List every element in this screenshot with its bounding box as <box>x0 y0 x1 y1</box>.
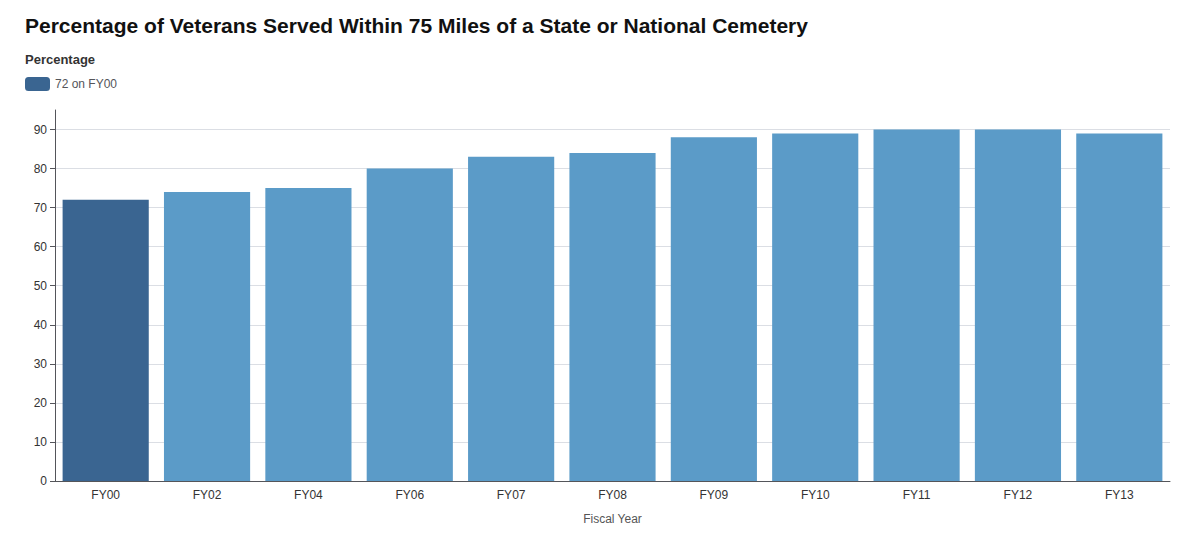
svg-text:FY00: FY00 <box>91 488 120 502</box>
svg-text:30: 30 <box>34 357 48 371</box>
svg-text:50: 50 <box>34 279 48 293</box>
svg-text:FY10: FY10 <box>801 488 830 502</box>
svg-text:60: 60 <box>34 240 48 254</box>
svg-text:Percentage of Veterans Served: Percentage of Veterans Served Within 75 … <box>25 14 808 37</box>
svg-text:20: 20 <box>34 396 48 410</box>
svg-text:Fiscal Year: Fiscal Year <box>583 512 642 526</box>
svg-text:FY08: FY08 <box>598 488 627 502</box>
svg-text:Percentage: Percentage <box>25 52 95 67</box>
svg-text:80: 80 <box>34 162 48 176</box>
svg-text:90: 90 <box>34 123 48 137</box>
svg-text:40: 40 <box>34 318 48 332</box>
svg-text:FY02: FY02 <box>193 488 222 502</box>
svg-text:FY06: FY06 <box>395 488 424 502</box>
svg-text:10: 10 <box>34 435 48 449</box>
svg-text:0: 0 <box>40 474 47 488</box>
svg-text:FY11: FY11 <box>903 488 931 502</box>
svg-text:FY12: FY12 <box>1004 488 1033 502</box>
svg-text:70: 70 <box>34 201 48 215</box>
svg-text:FY09: FY09 <box>700 488 729 502</box>
svg-text:FY07: FY07 <box>497 488 526 502</box>
svg-text:FY13: FY13 <box>1105 488 1134 502</box>
svg-text:FY04: FY04 <box>294 488 323 502</box>
svg-text:72 on FY00: 72 on FY00 <box>55 77 117 91</box>
